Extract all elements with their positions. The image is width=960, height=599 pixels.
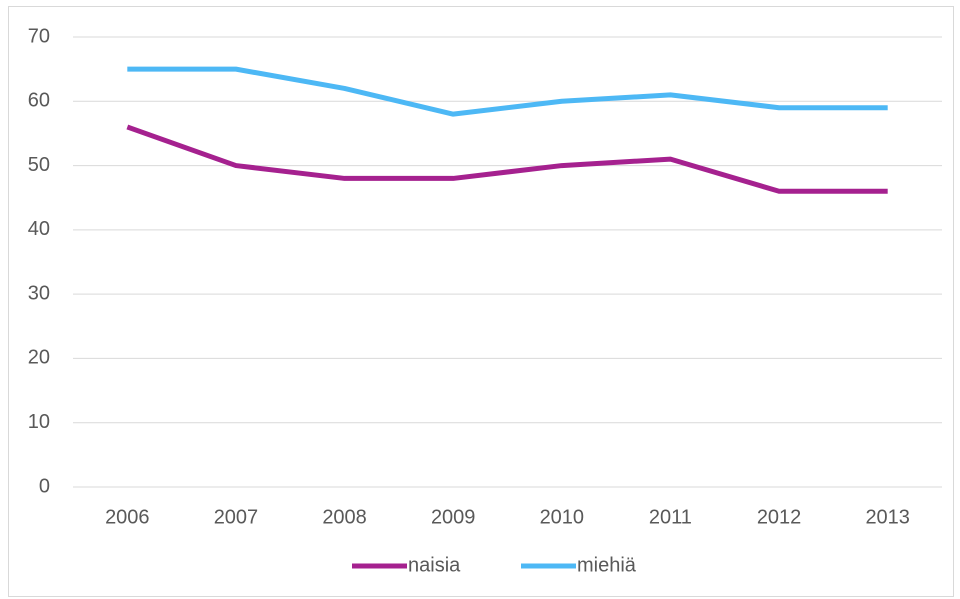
y-tick-label: 60 [28, 90, 50, 112]
legend-label: miehiä [577, 554, 637, 576]
x-tick-label: 2007 [214, 506, 259, 528]
x-tick-label: 2010 [540, 506, 585, 528]
legend-label: naisia [408, 554, 461, 576]
y-tick-label: 30 [28, 282, 50, 304]
chart-border [8, 6, 954, 597]
x-tick-label: 2008 [322, 506, 367, 528]
x-tick-label: 2013 [865, 506, 910, 528]
x-tick-label: 2006 [105, 506, 150, 528]
y-tick-label: 20 [28, 347, 50, 369]
y-tick-label: 40 [28, 218, 50, 240]
y-tick-label: 0 [39, 475, 50, 497]
x-tick-label: 2012 [757, 506, 802, 528]
x-tick-label: 2011 [649, 506, 692, 528]
x-tick-label: 2009 [431, 506, 476, 528]
line-series [126, 124, 888, 194]
y-tick-label: 50 [28, 154, 50, 176]
line-series [127, 66, 888, 117]
y-tick-label: 70 [28, 25, 50, 47]
y-tick-label: 10 [28, 411, 50, 433]
